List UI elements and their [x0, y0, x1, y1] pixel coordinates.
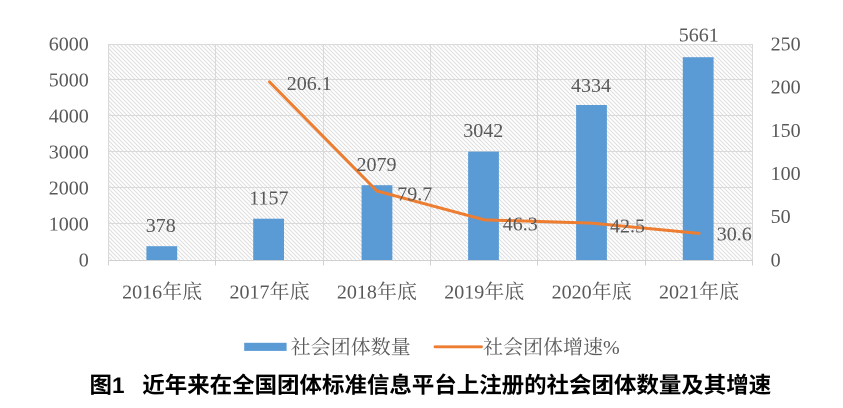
svg-text:206.1: 206.1: [287, 73, 332, 95]
svg-text:1157: 1157: [249, 187, 288, 209]
svg-text:6000: 6000: [49, 34, 89, 56]
svg-text:250: 250: [771, 34, 801, 56]
svg-text:4000: 4000: [49, 105, 89, 127]
svg-text:2017: 2017: [230, 282, 270, 304]
svg-text:200: 200: [771, 77, 801, 99]
svg-text:3042: 3042: [463, 120, 503, 142]
svg-text:2000: 2000: [49, 177, 89, 199]
svg-text:100: 100: [771, 163, 801, 185]
svg-text:2021: 2021: [659, 282, 699, 304]
svg-text:4334: 4334: [571, 75, 611, 97]
svg-text:5661: 5661: [679, 25, 719, 47]
svg-text:1000: 1000: [49, 213, 89, 235]
svg-text:5000: 5000: [49, 69, 89, 91]
svg-text:30.6: 30.6: [717, 223, 752, 245]
svg-text:42.5: 42.5: [610, 216, 645, 238]
svg-text:0: 0: [79, 249, 89, 271]
svg-text:3000: 3000: [49, 141, 89, 163]
svg-text:50: 50: [771, 206, 791, 228]
svg-text:150: 150: [771, 120, 801, 142]
svg-text:378: 378: [146, 215, 176, 237]
svg-text:79.7: 79.7: [397, 183, 432, 205]
svg-text:0: 0: [771, 249, 781, 271]
svg-text:1: 1: [112, 373, 125, 398]
svg-text:2019: 2019: [444, 282, 484, 304]
svg-text:%: %: [603, 337, 620, 359]
svg-text:2020: 2020: [552, 282, 592, 304]
svg-text:2016: 2016: [122, 282, 162, 304]
svg-text:2018: 2018: [337, 282, 377, 304]
svg-text:46.3: 46.3: [503, 213, 538, 235]
svg-text:2079: 2079: [357, 154, 397, 176]
